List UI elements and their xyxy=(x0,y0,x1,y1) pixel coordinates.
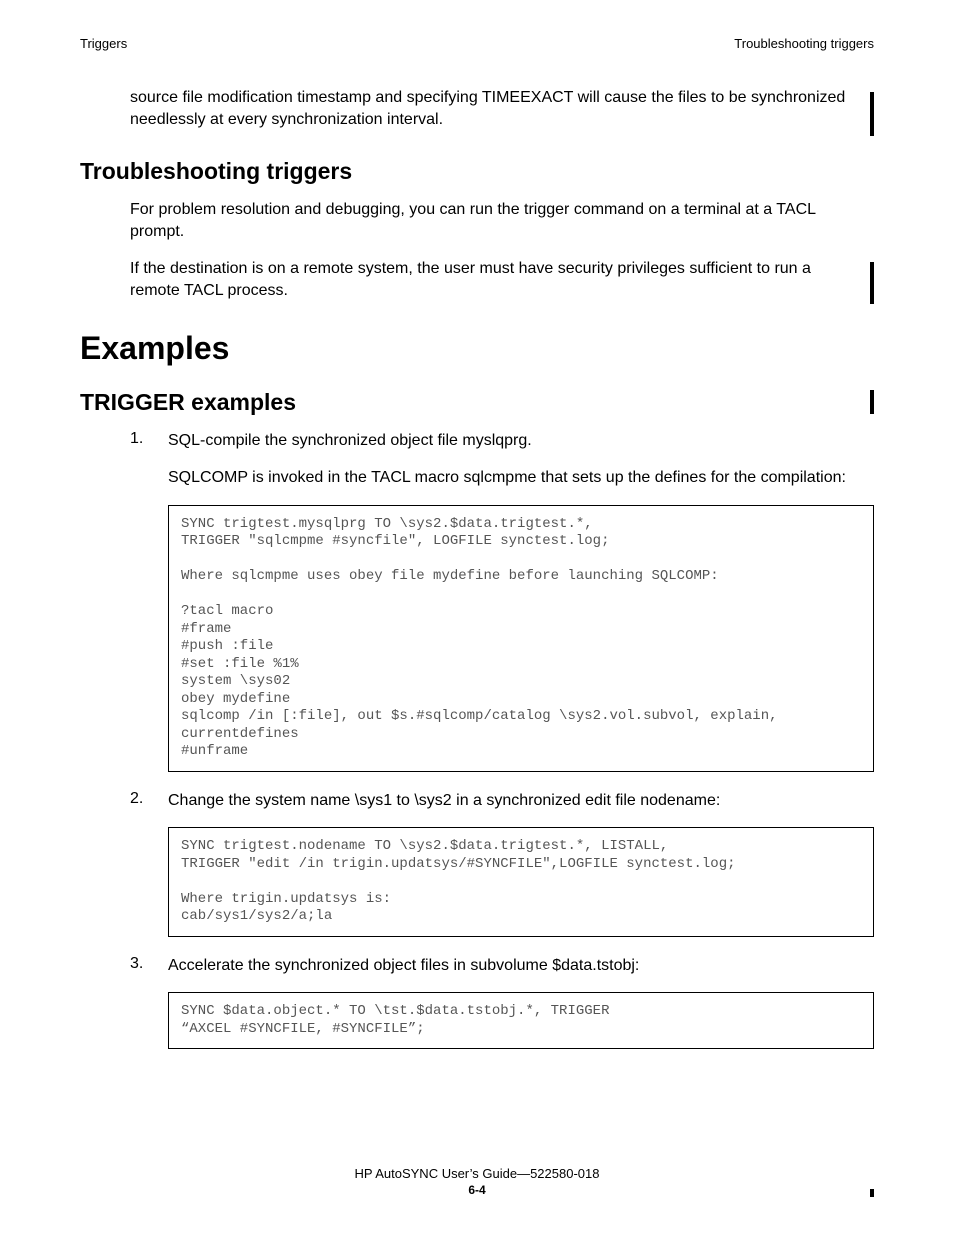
footer-page-number: 6-4 xyxy=(0,1183,954,1197)
change-bar xyxy=(870,390,874,414)
list-item: 1. SQL-compile the synchronized object f… xyxy=(130,430,874,772)
header-left: Triggers xyxy=(80,36,127,51)
list-item: 3. Accelerate the synchronized object fi… xyxy=(130,955,874,1050)
example-3-code: SYNC $data.object.* TO \tst.$data.tstobj… xyxy=(168,992,874,1049)
intro-paragraph: source file modification timestamp and s… xyxy=(130,87,864,130)
list-number: 2. xyxy=(130,790,143,808)
page-footer: HP AutoSYNC User’s Guide—522580-018 6-4 xyxy=(0,1166,954,1197)
list-number: 3. xyxy=(130,955,143,973)
change-bar xyxy=(870,262,874,304)
example-1-p1: SQL-compile the synchronized object file… xyxy=(168,430,874,452)
change-bar xyxy=(870,92,874,136)
troubleshooting-p2: If the destination is on a remote system… xyxy=(130,258,864,301)
trigger-examples-heading: TRIGGER examples xyxy=(80,389,874,416)
example-1-p2: SQLCOMP is invoked in the TACL macro sql… xyxy=(168,467,874,489)
list-number: 1. xyxy=(130,430,143,448)
footer-title: HP AutoSYNC User’s Guide—522580-018 xyxy=(0,1166,954,1181)
header-right: Troubleshooting triggers xyxy=(734,36,874,51)
troubleshooting-heading: Troubleshooting triggers xyxy=(80,158,874,185)
list-item: 2. Change the system name \sys1 to \sys2… xyxy=(130,790,874,937)
examples-list: 1. SQL-compile the synchronized object f… xyxy=(130,430,874,1050)
example-2-p1: Change the system name \sys1 to \sys2 in… xyxy=(168,790,874,812)
examples-heading: Examples xyxy=(80,330,874,367)
troubleshooting-p1: For problem resolution and debugging, yo… xyxy=(130,199,864,242)
example-2-code: SYNC trigtest.nodename TO \sys2.$data.tr… xyxy=(168,827,874,937)
page-header: Triggers Troubleshooting triggers xyxy=(80,36,874,51)
example-3-p1: Accelerate the synchronized object files… xyxy=(168,955,874,977)
example-1-code: SYNC trigtest.mysqlprg TO \sys2.$data.tr… xyxy=(168,505,874,772)
